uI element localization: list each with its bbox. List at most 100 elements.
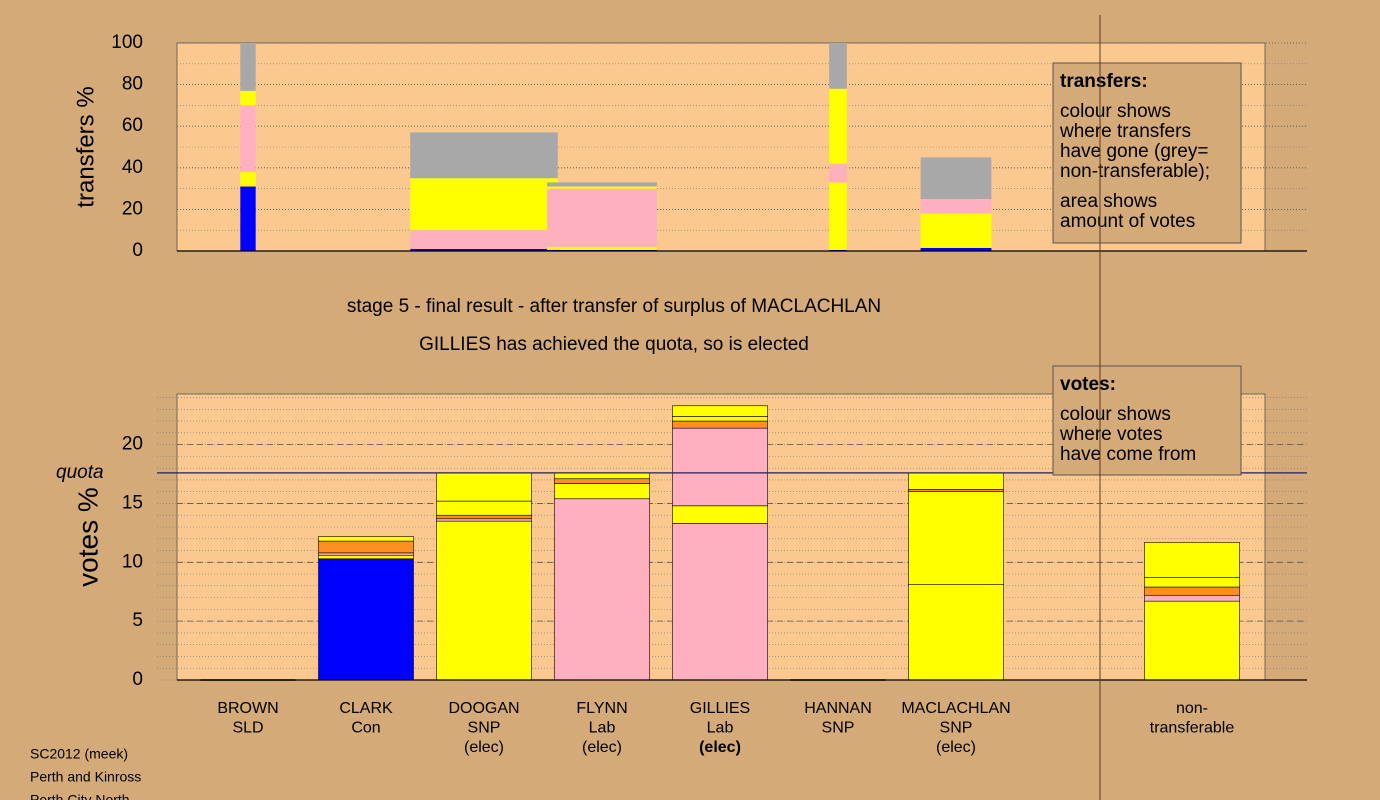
bar-segment xyxy=(410,248,558,251)
bar-segment xyxy=(240,105,256,172)
x-tick-line: SNP xyxy=(940,720,973,737)
y-tick-label: 80 xyxy=(122,74,143,95)
x-tick-line: BROWN xyxy=(217,700,278,717)
x-tick-label: non-transferable xyxy=(1150,700,1235,737)
legend-title: votes: xyxy=(1060,374,1116,395)
x-tick-line: Lab xyxy=(589,720,616,737)
x-tick-label: CLARK Con xyxy=(339,700,393,737)
bar-segment xyxy=(672,523,768,681)
y-tick-label: 20 xyxy=(122,434,143,455)
y-tick-label: 0 xyxy=(132,669,143,690)
x-tick-label: MACLACHLAN SNP (elec) xyxy=(901,700,1010,756)
x-tick-line: SLD xyxy=(232,720,263,737)
bar-segment xyxy=(240,186,256,251)
x-tick-label: GILLIES Lab (elec) xyxy=(690,700,750,756)
legend-text: colour shows xyxy=(1060,404,1171,425)
bar-segment xyxy=(554,483,650,500)
x-tick-label: DOOGAN SNP (elec) xyxy=(448,700,519,756)
bar-segment xyxy=(547,186,657,189)
y-tick-label: 5 xyxy=(132,610,143,631)
x-tick-line: Lab xyxy=(707,720,734,737)
legend-text: area shows xyxy=(1060,191,1157,212)
y-tick-label: 0 xyxy=(132,240,143,261)
legend-text: where transfers xyxy=(1059,121,1191,142)
legend-box xyxy=(1052,62,1242,244)
y-tick-label: 20 xyxy=(122,198,143,219)
bar-segment xyxy=(672,427,768,507)
footer: Perth and Kinross xyxy=(30,769,141,785)
bar-segment xyxy=(318,552,414,556)
bar-segment xyxy=(318,558,414,681)
legend-text: amount of votes xyxy=(1060,211,1195,232)
legend-text: have gone (grey= xyxy=(1060,141,1208,162)
bar-segment xyxy=(908,489,1004,492)
bar-segment xyxy=(436,500,532,516)
bar-segment xyxy=(410,230,558,249)
bar-segment xyxy=(318,536,414,542)
x-tick-line: DOOGAN xyxy=(448,700,519,717)
legend-text: have come from xyxy=(1060,444,1196,465)
x-tick-label: BROWN SLD xyxy=(217,700,278,737)
bar-segment xyxy=(240,90,256,106)
caption: stage 5 - final result - after transfer … xyxy=(347,296,881,317)
bar-segment xyxy=(1144,577,1240,588)
x-tick-line: (elec) xyxy=(464,739,504,756)
bar-segment xyxy=(829,43,847,89)
legend-text: colour shows xyxy=(1060,101,1171,122)
bar-segment xyxy=(672,420,768,429)
bar-segment xyxy=(829,182,847,250)
bar-segment xyxy=(672,416,768,422)
bar-segment xyxy=(436,514,532,520)
bar-segment xyxy=(829,163,847,183)
bar-segment xyxy=(436,518,532,522)
x-tick-line: Con xyxy=(351,720,380,737)
x-tick-line: SNP xyxy=(468,720,501,737)
x-tick-line: GILLIES xyxy=(690,700,750,717)
bar-segment xyxy=(920,213,992,248)
bar-segment xyxy=(318,554,414,560)
bar-segment xyxy=(920,199,992,214)
y-tick-label: 100 xyxy=(111,32,143,53)
y-axis-label: votes % xyxy=(72,487,103,587)
y-tick-label: 15 xyxy=(122,492,143,513)
x-tick-line: (elec) xyxy=(699,739,741,756)
bar-segment xyxy=(1144,541,1240,578)
bar-segment xyxy=(920,157,992,199)
bar-segment xyxy=(908,472,1004,490)
y-axis-label: transfers % xyxy=(72,86,99,207)
legend-title: transfers: xyxy=(1060,71,1148,92)
bar-segment xyxy=(1144,586,1240,596)
bar-segment xyxy=(829,88,847,164)
y-tick-label: 60 xyxy=(122,115,143,136)
y-tick-label: 10 xyxy=(122,551,143,572)
bar-segment xyxy=(436,472,532,502)
x-tick-line: SNP xyxy=(822,720,855,737)
bar-segment xyxy=(547,188,657,247)
x-tick-line: (elec) xyxy=(936,739,976,756)
bar-segment xyxy=(547,182,657,187)
bar-segment xyxy=(908,584,1004,681)
bar-segment xyxy=(410,132,558,179)
x-tick-line: non- xyxy=(1176,700,1208,717)
bar-segment xyxy=(1144,594,1240,602)
bar-segment xyxy=(672,505,768,524)
bar-segment xyxy=(1144,600,1240,681)
bar-segment xyxy=(410,178,558,231)
legend-box xyxy=(1052,365,1242,476)
x-tick-line: transferable xyxy=(1150,720,1235,737)
x-tick-line: HANNAN xyxy=(804,700,872,717)
bar-segment xyxy=(240,43,256,91)
x-tick-line: (elec) xyxy=(582,739,622,756)
x-tick-line: FLYNN xyxy=(576,700,627,717)
x-tick-line: MACLACHLAN xyxy=(901,700,1010,717)
legend-text: where votes xyxy=(1059,424,1162,445)
y-tick-label: 40 xyxy=(122,157,143,178)
bar-segment xyxy=(240,171,256,187)
legend-text: non-transferable); xyxy=(1060,161,1210,182)
footer: Perth City North xyxy=(30,792,130,800)
bar-segment xyxy=(554,498,650,681)
caption: GILLIES has achieved the quota, so is el… xyxy=(419,334,809,355)
footer: SC2012 (meek) xyxy=(30,746,128,762)
bar-segment xyxy=(436,520,532,681)
bar-segment xyxy=(672,405,768,417)
